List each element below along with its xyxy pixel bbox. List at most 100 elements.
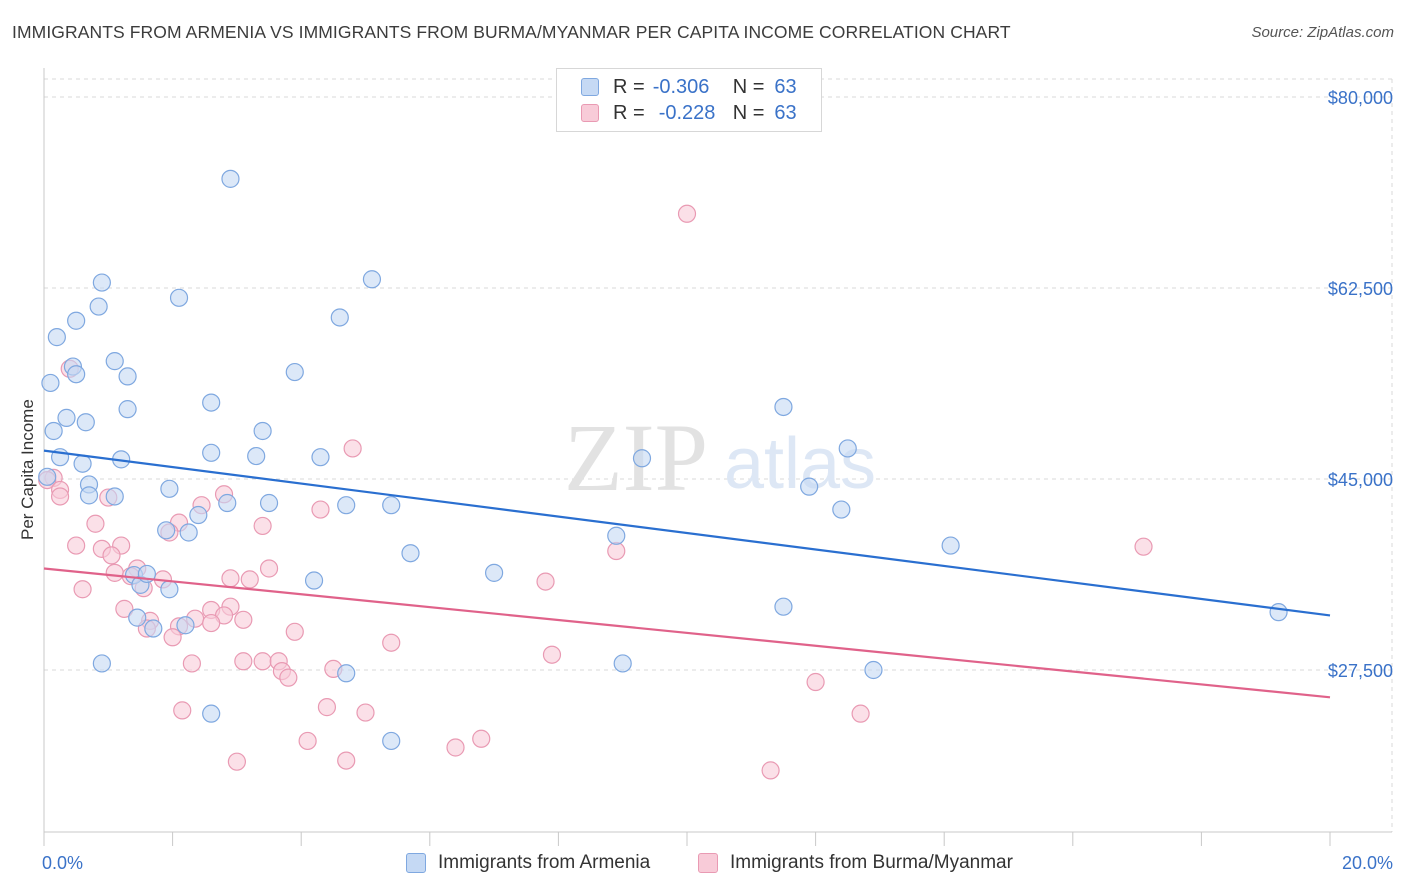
armenia-point	[169, 288, 189, 307]
burma-point	[298, 731, 317, 751]
armenia-point	[362, 270, 382, 289]
series-armenia-points	[38, 169, 1288, 751]
trendlines	[43, 449, 1331, 699]
armenia-point	[838, 439, 857, 458]
armenia-point	[221, 169, 240, 188]
burma-point	[761, 761, 780, 780]
burma-point	[356, 703, 375, 722]
burma-point	[240, 570, 259, 589]
burma-point	[234, 652, 253, 671]
armenia-point	[253, 421, 272, 441]
y-tick-labels: $27,500 $45,000 $62,500 $80,000	[1328, 88, 1393, 681]
burma-point	[253, 516, 272, 536]
legend-swatch-burma	[581, 104, 599, 122]
burma-point	[851, 704, 870, 723]
armenia-point	[176, 616, 195, 635]
chart-title: IMMIGRANTS FROM ARMENIA VS IMMIGRANTS FR…	[12, 22, 1011, 42]
armenia-point	[118, 367, 137, 386]
armenia-point	[157, 521, 176, 540]
x-tick-labels: 0.0% 20.0%	[42, 853, 1393, 873]
y-axis-title-wrap: Per Capita Income	[18, 399, 38, 700]
armenia-point	[179, 523, 198, 542]
x-tick-label: 0.0%	[42, 853, 83, 873]
armenia-point	[202, 704, 221, 723]
burma-trendline	[43, 567, 1331, 699]
burma-point	[115, 599, 134, 618]
legend-label-burma: Immigrants from Burma/Myanmar	[730, 852, 1013, 873]
armenia-point	[864, 660, 883, 680]
legend-row-armenia: R = -0.306 N = 63	[581, 75, 797, 99]
armenia-point	[202, 393, 221, 412]
burma-point	[253, 652, 272, 671]
burma-point	[163, 628, 182, 647]
burma-point	[86, 514, 105, 533]
burma-point	[317, 698, 337, 717]
armenia-point	[47, 328, 66, 347]
y-tick-label: $27,500	[1328, 661, 1393, 681]
legend-n-value: 63	[774, 75, 797, 98]
burma-point	[73, 580, 92, 599]
armenia-point	[160, 580, 179, 599]
series-burma-points	[38, 204, 1153, 780]
burma-point	[806, 672, 825, 692]
legend-row-burma: R = -0.228 N = 63	[581, 101, 797, 125]
armenia-point	[337, 496, 356, 515]
armenia-point	[67, 311, 86, 330]
burma-point	[50, 487, 70, 506]
legend-r-label: R =	[613, 75, 645, 98]
armenia-point	[485, 563, 504, 582]
armenia-point	[105, 487, 124, 506]
armenia-point	[118, 400, 137, 419]
burma-point	[542, 645, 562, 664]
source-label: Source: ZipAtlas.com	[1251, 24, 1394, 41]
burma-point	[105, 563, 124, 582]
armenia-point	[38, 467, 57, 486]
burma-point	[1134, 537, 1153, 556]
armenia-point	[800, 477, 819, 496]
armenia-point	[105, 352, 124, 371]
burma-point	[472, 729, 491, 748]
armenia-point	[73, 454, 92, 473]
series-legend: Immigrants from Armenia Immigrants from …	[0, 852, 1406, 878]
armenia-point	[1269, 603, 1288, 622]
armenia-point	[304, 571, 324, 590]
legend-r-label: R =	[613, 101, 645, 124]
burma-point	[677, 204, 697, 223]
axes	[43, 68, 1392, 846]
armenia-point	[337, 664, 356, 683]
armenia-point	[202, 443, 221, 462]
armenia-point	[57, 408, 76, 427]
legend-n-label: N =	[732, 101, 765, 124]
legend-item-burma[interactable]: Immigrants from Burma/Myanmar	[698, 852, 1013, 874]
armenia-point	[607, 526, 626, 545]
legend-r-value: -0.306	[652, 75, 710, 98]
armenia-point	[79, 486, 99, 505]
armenia-point	[92, 654, 111, 673]
armenia-point	[774, 597, 793, 616]
y-tick-label: $80,000	[1328, 88, 1393, 108]
armenia-point	[401, 544, 420, 563]
armenia-point	[218, 493, 237, 513]
legend-label-armenia: Immigrants from Armenia	[438, 852, 651, 873]
armenia-point	[89, 297, 108, 316]
armenia-point	[247, 446, 266, 466]
watermark-atlas: atlas	[724, 424, 876, 504]
burma-point	[234, 610, 253, 629]
legend-item-armenia[interactable]: Immigrants from Armenia	[406, 852, 650, 874]
armenia-point	[128, 608, 147, 627]
data-points	[38, 169, 1288, 780]
armenia-point	[76, 413, 95, 432]
y-axis-title: Per Capita Income	[18, 399, 37, 540]
armenia-point	[632, 449, 652, 468]
burma-point	[279, 668, 298, 687]
watermark: ZIP atlas	[564, 404, 876, 511]
armenia-point	[613, 654, 632, 673]
correlation-legend: R = -0.306 N = 63 R = -0.228 N = 63	[556, 68, 822, 132]
legend-n-value: 63	[774, 101, 797, 124]
gridlines	[44, 78, 1393, 832]
armenia-point	[44, 421, 63, 441]
burma-point	[227, 752, 246, 771]
burma-point	[337, 751, 356, 770]
burma-point	[382, 633, 401, 652]
legend-swatch-armenia	[406, 853, 426, 873]
